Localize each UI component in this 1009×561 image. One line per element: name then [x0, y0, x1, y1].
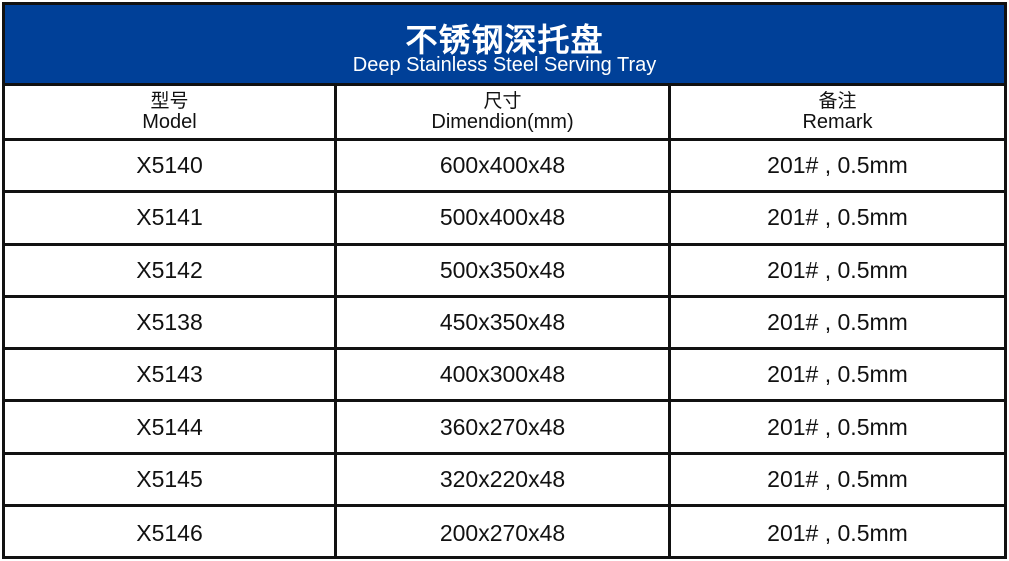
- cell-model: X5144: [5, 402, 337, 452]
- header-remark-cn: 备注: [818, 90, 857, 112]
- title-banner: 不锈钢深托盘 Deep Stainless Steel Serving Tray: [5, 5, 1004, 86]
- cell-dimension: 360x270x48: [337, 402, 671, 452]
- table-row: X5144 360x270x48 201# , 0.5mm: [5, 402, 1004, 455]
- cell-remark: 201# , 0.5mm: [767, 361, 908, 388]
- cell-model: X5141: [5, 193, 337, 243]
- table-row: X5143 400x300x48 201# , 0.5mm: [5, 350, 1004, 403]
- cell-model: X5143: [5, 350, 337, 400]
- title-english: Deep Stainless Steel Serving Tray: [352, 54, 657, 76]
- cell-model: X5138: [5, 297, 337, 348]
- table-row: X5138 450x350x48 201# , 0.5mm: [5, 297, 1004, 351]
- cell-remark: 201# , 0.5mm: [767, 204, 908, 231]
- table-body: 型号 Model 尺寸 Dimendion(mm) 备注 Remark X514…: [5, 86, 1004, 560]
- table-row: X5145 320x220x48 201# , 0.5mm: [5, 454, 1004, 508]
- table-row: X5142 500x350x48 201# , 0.5mm: [5, 245, 1004, 298]
- cell-dimension: 500x400x48: [337, 193, 671, 243]
- title-chinese: 不锈钢深托盘: [405, 21, 604, 59]
- header-dimension-cn: 尺寸: [483, 90, 522, 112]
- cell-remark: 201# , 0.5mm: [767, 519, 908, 546]
- cell-model: X5140: [5, 141, 337, 191]
- table-row: X5140 600x400x48 201# , 0.5mm: [5, 141, 1004, 194]
- cell-model: X5142: [5, 245, 337, 295]
- header-model-en: Model: [142, 111, 197, 133]
- cell-remark: 201# , 0.5mm: [767, 309, 908, 336]
- cell-remark: 201# , 0.5mm: [767, 152, 908, 179]
- cell-dimension: 200x270x48: [337, 507, 671, 560]
- cell-model: X5145: [5, 454, 337, 505]
- header-remark: 备注 Remark: [671, 86, 1004, 138]
- header-model-cn: 型号: [150, 90, 189, 112]
- header-row: 型号 Model 尺寸 Dimendion(mm) 备注 Remark: [5, 86, 1004, 141]
- table-row: X5141 500x400x48 201# , 0.5mm: [5, 193, 1004, 246]
- cell-dimension: 600x400x48: [337, 141, 671, 191]
- header-remark-en: Remark: [802, 111, 873, 133]
- cell-dimension: 450x350x48: [337, 297, 671, 348]
- cell-dimension: 400x300x48: [337, 350, 671, 400]
- cell-remark: 201# , 0.5mm: [767, 256, 908, 283]
- cell-remark: 201# , 0.5mm: [767, 465, 908, 492]
- cell-remark: 201# , 0.5mm: [767, 413, 908, 440]
- header-dimension: 尺寸 Dimendion(mm): [337, 86, 671, 138]
- cell-dimension: 320x220x48: [337, 454, 671, 505]
- header-dimension-en: Dimendion(mm): [431, 111, 574, 133]
- cell-model: X5146: [5, 507, 337, 560]
- table-row: X5146 200x270x48 201# , 0.5mm: [5, 507, 1004, 560]
- header-model: 型号 Model: [5, 86, 337, 138]
- cell-dimension: 500x350x48: [337, 245, 671, 295]
